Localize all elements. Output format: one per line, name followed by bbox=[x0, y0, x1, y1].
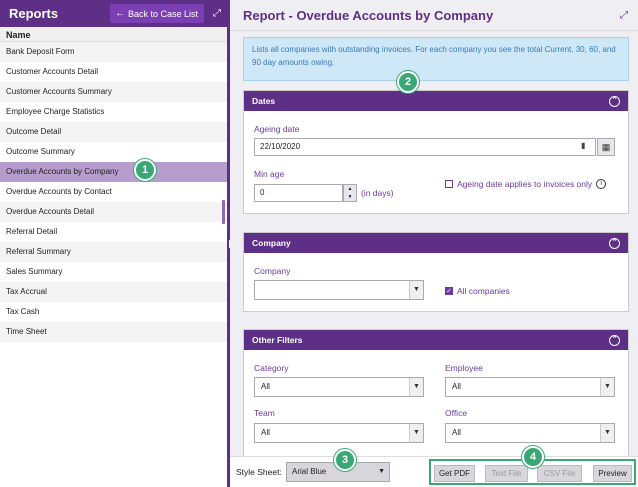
report-list-item[interactable]: Overdue Accounts by Contact bbox=[6, 187, 112, 196]
employee-value: All bbox=[452, 382, 461, 391]
other-filters-heading: Other Filters bbox=[252, 335, 303, 345]
ageing-applies-checkbox[interactable]: Ageing date applies to invoices only i bbox=[445, 179, 607, 189]
expand-icon[interactable]: ⤢ bbox=[620, 9, 628, 21]
report-list-item[interactable]: Referral Summary bbox=[0, 242, 227, 262]
company-section: Company ⌃ Company ▼ ✓ All companies bbox=[243, 232, 629, 312]
company-section-header[interactable]: Company ⌃ bbox=[244, 233, 628, 253]
panel-divider[interactable] bbox=[227, 0, 230, 487]
report-toolbar: Style Sheet: Arial Blue ▼ Get PDF Text F… bbox=[230, 456, 638, 487]
callout-badge: 2 bbox=[397, 71, 419, 93]
expand-icon[interactable]: ⤢ bbox=[213, 8, 221, 19]
category-select[interactable]: All ▼ bbox=[254, 377, 424, 397]
callout-badge: 3 bbox=[334, 449, 356, 471]
report-list-item[interactable]: Outcome Detail bbox=[0, 122, 227, 142]
reports-header: Reports ← Back to Case List ⤢ bbox=[0, 0, 227, 27]
category-label: Category bbox=[254, 363, 289, 373]
report-list-item[interactable]: Overdue Accounts Detail bbox=[0, 202, 227, 222]
chevron-down-icon: ▼ bbox=[409, 424, 423, 442]
csv-file-button[interactable]: CSV File bbox=[537, 465, 582, 482]
callout-badge: 4 bbox=[522, 446, 544, 468]
report-list-item[interactable]: Sales Summary bbox=[6, 267, 63, 276]
min-age-label: Min age bbox=[254, 169, 285, 179]
report-list: Bank Deposit Form Customer Accounts Detai… bbox=[0, 42, 227, 342]
checkbox-icon bbox=[445, 180, 453, 188]
reports-title: Reports bbox=[9, 6, 59, 21]
warning-icon: ▮ bbox=[581, 141, 586, 150]
team-value: All bbox=[261, 428, 270, 437]
team-label: Team bbox=[254, 408, 275, 418]
office-label: Office bbox=[445, 408, 468, 418]
reports-panel: Reports ← Back to Case List ⤢ Name Bank … bbox=[0, 0, 227, 487]
company-label: Company bbox=[254, 266, 291, 276]
dates-section-header[interactable]: Dates ⌃ bbox=[244, 91, 628, 111]
style-sheet-label: Style Sheet: bbox=[236, 467, 282, 477]
min-age-stepper[interactable]: 0 bbox=[254, 184, 343, 202]
report-panel: Report - Overdue Accounts by Company ⤢ L… bbox=[230, 0, 638, 487]
ageing-date-label: Ageing date bbox=[254, 124, 300, 134]
calendar-icon[interactable]: ▦ bbox=[597, 138, 615, 156]
report-list-item[interactable]: Customer Accounts Summary bbox=[0, 82, 227, 102]
employee-select[interactable]: All ▼ bbox=[445, 377, 615, 397]
company-heading: Company bbox=[252, 238, 291, 248]
chevron-down-icon: ▼ bbox=[600, 424, 614, 442]
chevron-down-icon: ▼ bbox=[409, 378, 423, 396]
category-value: All bbox=[261, 382, 270, 391]
office-value: All bbox=[452, 428, 461, 437]
ageing-date-input[interactable]: 22/10/2020 bbox=[254, 138, 596, 156]
ageing-applies-label: Ageing date applies to invoices only bbox=[457, 179, 593, 189]
name-column-header[interactable]: Name bbox=[0, 27, 227, 42]
chevron-down-icon: ▼ bbox=[378, 468, 385, 475]
info-icon[interactable]: i bbox=[596, 179, 607, 189]
dates-section: Dates ⌃ Ageing date 22/10/2020 ▮ ▦ Min a… bbox=[243, 90, 629, 214]
back-to-case-list-button[interactable]: ← Back to Case List bbox=[109, 4, 204, 23]
chevron-up-icon[interactable]: ⌃ bbox=[609, 237, 620, 249]
get-pdf-button[interactable]: Get PDF bbox=[434, 465, 475, 482]
report-list-item[interactable]: Bank Deposit Form bbox=[0, 42, 227, 62]
all-companies-checkbox[interactable]: ✓ All companies bbox=[445, 286, 510, 296]
dates-heading: Dates bbox=[252, 96, 276, 106]
preview-button[interactable]: Preview bbox=[593, 465, 632, 482]
stepper-buttons[interactable]: ▲ ▼ bbox=[343, 184, 357, 202]
report-list-item[interactable]: Tax Accrual bbox=[0, 282, 227, 302]
report-list-item[interactable]: Tax Cash bbox=[6, 307, 40, 316]
in-days-label: (in days) bbox=[361, 188, 394, 198]
report-list-item[interactable]: Overdue Accounts by Company bbox=[0, 162, 227, 182]
report-list-item[interactable]: Customer Accounts Detail bbox=[6, 67, 99, 76]
company-select[interactable]: ▼ bbox=[254, 280, 424, 300]
chevron-up-icon[interactable]: ⌃ bbox=[609, 95, 620, 107]
style-sheet-value: Arial Blue bbox=[292, 467, 327, 476]
report-description: Lists all companies with outstanding inv… bbox=[243, 37, 629, 81]
report-list-item[interactable]: Referral Detail bbox=[6, 227, 58, 236]
scrollbar[interactable] bbox=[222, 200, 225, 224]
all-companies-label: All companies bbox=[457, 286, 510, 296]
report-title: Report - Overdue Accounts by Company bbox=[243, 7, 494, 23]
chevron-down-icon: ▼ bbox=[600, 378, 614, 396]
report-body: Lists all companies with outstanding inv… bbox=[230, 31, 638, 456]
report-list-item[interactable]: Time Sheet bbox=[0, 322, 227, 342]
other-filters-header[interactable]: Other Filters ⌃ bbox=[244, 330, 628, 350]
other-filters-section: Other Filters ⌃ Category All ▼ Employee … bbox=[243, 329, 629, 456]
chevron-up-icon[interactable]: ⌃ bbox=[609, 334, 620, 346]
report-list-item[interactable]: Outcome Summary bbox=[6, 147, 75, 156]
report-header: Report - Overdue Accounts by Company ⤢ bbox=[230, 0, 638, 31]
report-list-item[interactable]: Employee Charge Statistics bbox=[6, 107, 105, 116]
back-label: Back to Case List bbox=[127, 8, 198, 19]
checkbox-checked-icon: ✓ bbox=[445, 287, 453, 295]
arrow-left-icon: ← bbox=[114, 8, 125, 19]
office-select[interactable]: All ▼ bbox=[445, 423, 615, 443]
text-file-button[interactable]: Text File bbox=[485, 465, 528, 482]
callout-badge: 1 bbox=[134, 159, 156, 181]
employee-label: Employee bbox=[445, 363, 483, 373]
chevron-down-icon: ▼ bbox=[409, 281, 423, 299]
team-select[interactable]: All ▼ bbox=[254, 423, 424, 443]
